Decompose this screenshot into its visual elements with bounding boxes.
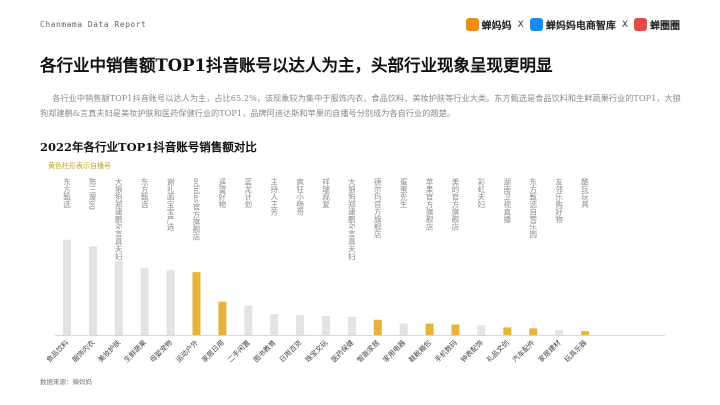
account-label: 苹果官方旗舰店 bbox=[425, 177, 434, 232]
chart-title: 2022年各行业TOP1抖音账号销售额对比 bbox=[40, 140, 257, 154]
bar-服饰内衣 bbox=[88, 246, 97, 335]
category-label: 家居日用 bbox=[200, 338, 226, 364]
account-label: 东方甄选自营乐园 bbox=[528, 177, 537, 240]
account-label: 大狼狗郑建鹏&言真夫妇 bbox=[114, 177, 123, 261]
bar-家用电器 bbox=[399, 323, 408, 335]
category-label: 二手闲置 bbox=[226, 338, 252, 364]
bar-汽车配件 bbox=[529, 328, 538, 335]
bar-生鲜蔬果 bbox=[140, 268, 149, 335]
brand-chanmama: 蝉妈妈 bbox=[465, 17, 512, 32]
brand-chanmama-zhiku: 蝉妈妈电商智库 bbox=[529, 17, 616, 32]
account-label: 湖南卫视直播 bbox=[503, 178, 512, 225]
account-label: 蓝龙计划 bbox=[244, 177, 253, 209]
bar-食品饮料 bbox=[63, 239, 71, 335]
category-label: 鞋靴箱包 bbox=[407, 338, 433, 364]
category-label: 汽车配件 bbox=[510, 338, 536, 364]
bar-日用百货 bbox=[296, 315, 305, 335]
account-label: 遥望好物 bbox=[218, 177, 227, 210]
brand-name-2: 蝉妈妈电商智库 bbox=[545, 21, 616, 32]
account-label: 疯狂小杨哥 bbox=[295, 177, 304, 217]
category-label: 医药保健 bbox=[329, 338, 355, 364]
bar-家居日用 bbox=[218, 301, 227, 335]
bar-二手闲置 bbox=[244, 305, 253, 335]
account-label: 彩虹夫妇 bbox=[477, 177, 486, 210]
brand-name-1: 蝉妈妈 bbox=[481, 21, 512, 32]
category-label: 图书教育 bbox=[251, 338, 277, 364]
account-label: adidas官方旗舰店 bbox=[192, 178, 201, 241]
category-label: 食品饮料 bbox=[44, 338, 70, 364]
bar-母婴宠物 bbox=[166, 270, 175, 335]
category-label: 生鲜蔬果 bbox=[122, 338, 148, 364]
account-label: 祥瑞观复 bbox=[321, 177, 330, 210]
category-label: 玩具乐器 bbox=[562, 338, 588, 364]
category-label: 家居建材 bbox=[536, 338, 562, 364]
bar-珠宝文玩 bbox=[322, 315, 330, 335]
account-label: 蛋蛋先生 bbox=[399, 178, 408, 209]
account-label: 友邻乐购好物 bbox=[554, 177, 563, 225]
category-label: 美妆护肤 bbox=[96, 338, 122, 364]
report-name: Chanmama Data Report bbox=[40, 20, 147, 29]
account-label: 陈三废gg bbox=[88, 177, 97, 211]
bar-医药保健 bbox=[347, 316, 356, 335]
bar-运动户外 bbox=[192, 272, 201, 335]
bar-手机数码 bbox=[451, 324, 460, 335]
brand-separator-1: X bbox=[517, 19, 524, 30]
category-label: 手机数码 bbox=[433, 338, 459, 364]
category-label: 礼品文创 bbox=[485, 338, 511, 364]
bar-鞋靴箱包 bbox=[425, 323, 434, 335]
bar-美妆护肤 bbox=[114, 260, 123, 335]
bar-图书教育 bbox=[270, 314, 279, 335]
category-label: 智能家居 bbox=[355, 338, 381, 364]
category-label: 母婴宠物 bbox=[148, 338, 174, 364]
category-label: 钟表配饰 bbox=[459, 338, 485, 364]
account-label: 东方甄选 bbox=[62, 177, 71, 210]
category-label: 家用电器 bbox=[381, 338, 407, 364]
account-label: 东方甄选 bbox=[140, 177, 149, 210]
account-label: 大狼狗郑建鹏&言真夫妇 bbox=[347, 177, 356, 261]
bar-家居建材 bbox=[555, 330, 564, 335]
zhiku-logo-icon bbox=[529, 18, 543, 31]
brand-separator-2: X bbox=[621, 19, 628, 30]
brand-name-3: 蝉圈圈 bbox=[650, 21, 680, 32]
description-paragraph: 各行业中销售额TOP1抖音账号以达人为主，占比65.2%，该现象较为集中于服饰内… bbox=[40, 93, 681, 118]
bar-智能家居 bbox=[373, 319, 382, 335]
account-label: 酷玩玩具 bbox=[580, 177, 589, 210]
account-label: 主持人王芳 bbox=[269, 177, 278, 217]
chart-subtitle: 黄色柱形表示自播号 bbox=[48, 162, 111, 170]
account-label: 谢礼菡宝宝严选 bbox=[166, 177, 175, 232]
category-label: 日用百货 bbox=[277, 338, 303, 364]
brand-chanquanquan: 蝉圈圈 bbox=[634, 17, 680, 32]
chanquanquan-logo-icon bbox=[634, 18, 647, 31]
bar-钟表配饰 bbox=[477, 325, 486, 335]
category-label: 珠宝文玩 bbox=[303, 338, 329, 364]
bar-玩具乐器 bbox=[581, 331, 589, 335]
chanmama-logo-icon bbox=[465, 18, 479, 31]
bar-礼品文创 bbox=[503, 327, 512, 335]
category-label: 服饰内衣 bbox=[70, 338, 96, 364]
data-source: 数据来源：蝉妈妈 bbox=[40, 378, 92, 386]
page-title: 各行业中销售额TOP1抖音账号以达人为主，头部行业现象呈现更明显 bbox=[40, 56, 553, 75]
account-label: 美的官方旗舰店 bbox=[451, 177, 460, 232]
brand-logos: 蝉妈妈 X 蝉妈妈电商智库 X 蝉圈圈 bbox=[465, 17, 680, 32]
category-label: 运动户外 bbox=[174, 338, 200, 364]
account-label: 德尔玛官方旗舰店 bbox=[373, 177, 382, 240]
